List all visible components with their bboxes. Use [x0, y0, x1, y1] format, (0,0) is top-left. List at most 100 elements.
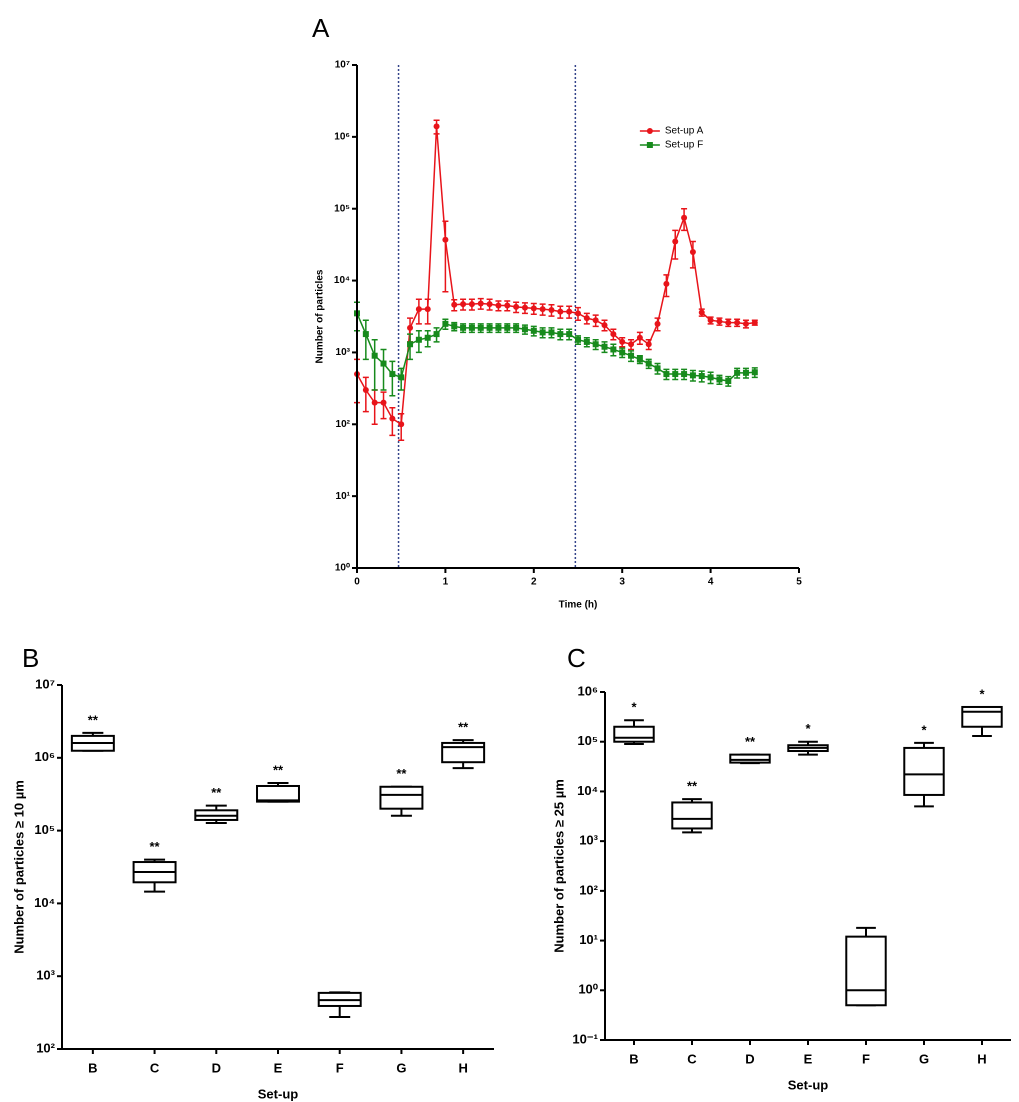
x-tick-label: E — [274, 1060, 283, 1075]
x-tick-label: F — [336, 1060, 344, 1075]
data-point — [742, 369, 749, 376]
data-point — [398, 421, 405, 428]
x-tick-label: C — [150, 1060, 160, 1075]
data-point — [433, 331, 440, 338]
data-point — [513, 303, 520, 310]
y-tick-label: 10⁶ — [578, 683, 598, 698]
data-point — [362, 331, 369, 338]
data-point — [610, 331, 617, 338]
x-tick-label: 4 — [708, 577, 714, 588]
data-point — [689, 248, 696, 255]
x-tick-label: E — [804, 1051, 813, 1066]
significance-label: * — [979, 686, 985, 701]
data-point — [734, 369, 741, 376]
data-point — [619, 349, 626, 356]
x-tick-label: B — [88, 1060, 97, 1075]
box — [379, 785, 424, 810]
significance-label: * — [631, 700, 637, 715]
data-point — [433, 123, 440, 130]
data-point — [575, 310, 581, 317]
data-point — [442, 236, 449, 243]
significance-label: ** — [88, 712, 99, 727]
data-point — [645, 341, 652, 348]
y-tick-label: 10⁵ — [34, 822, 55, 837]
x-axis-label: Set-up — [258, 1086, 299, 1101]
box — [961, 705, 1003, 728]
y-axis-label: Number of particles ≥ 25 µm — [551, 779, 566, 953]
x-tick-label: H — [977, 1051, 986, 1066]
series-line — [356, 313, 755, 382]
data-point — [601, 322, 608, 329]
significance-label: ** — [396, 766, 407, 781]
y-tick-label: 10⁵ — [577, 733, 598, 748]
data-point — [389, 371, 396, 378]
y-tick-label: 10¹ — [336, 491, 351, 502]
significance-label: ** — [211, 785, 222, 800]
error-bar — [389, 360, 396, 397]
data-point — [495, 324, 502, 331]
series-line — [356, 126, 755, 426]
y-tick-label: 10² — [579, 882, 598, 897]
y-tick-label: 10⁰ — [578, 982, 598, 997]
y-axis-label: Number of particles — [315, 269, 326, 363]
x-tick-label: F — [862, 1051, 870, 1066]
data-point — [424, 306, 431, 313]
x-tick-label: D — [745, 1051, 754, 1066]
data-point — [415, 306, 422, 313]
data-point — [601, 343, 608, 350]
data-point — [407, 341, 414, 348]
significance-label: ** — [458, 720, 469, 735]
error-bar — [371, 389, 378, 426]
data-point — [548, 329, 555, 336]
data-point — [610, 346, 617, 353]
data-point — [663, 371, 670, 378]
data-point — [530, 327, 537, 334]
box — [845, 935, 887, 1007]
data-point — [371, 352, 378, 359]
data-point — [698, 372, 705, 379]
legend-label: Set-up F — [665, 140, 703, 151]
y-tick-label: 10⁻¹ — [572, 1031, 598, 1046]
box — [903, 746, 945, 796]
data-point — [742, 320, 749, 327]
data-point — [521, 326, 528, 333]
data-point — [751, 319, 758, 326]
data-point — [539, 306, 546, 313]
data-point — [645, 360, 652, 367]
data-point — [362, 387, 369, 394]
data-point — [398, 374, 405, 381]
y-tick-label: 10¹ — [579, 932, 598, 947]
y-tick-label: 10⁴ — [34, 895, 55, 910]
data-point — [654, 365, 661, 372]
box — [613, 725, 655, 743]
x-tick-label: 0 — [354, 577, 360, 588]
data-point — [707, 317, 714, 324]
y-tick-label: 10⁷ — [335, 60, 350, 71]
data-point — [663, 280, 670, 287]
data-point — [716, 376, 723, 383]
significance-label: * — [921, 722, 927, 737]
legend-marker — [646, 128, 653, 134]
y-tick-label: 10⁴ — [577, 783, 598, 798]
y-tick-label: 10⁰ — [335, 563, 350, 574]
data-point — [557, 308, 564, 315]
data-point — [575, 336, 581, 343]
data-point — [407, 324, 414, 331]
data-point — [451, 301, 458, 308]
y-tick-label: 10³ — [579, 833, 598, 848]
box — [671, 801, 713, 830]
data-point — [539, 329, 546, 336]
data-point — [477, 324, 484, 331]
data-point — [628, 341, 635, 348]
data-point — [698, 309, 705, 316]
data-point — [672, 371, 679, 378]
data-point — [460, 324, 467, 331]
y-tick-label: 10³ — [36, 968, 55, 983]
data-point — [681, 214, 688, 221]
data-point — [380, 360, 387, 367]
significance-label: ** — [745, 734, 756, 749]
data-point — [592, 341, 599, 348]
significance-label: ** — [150, 839, 161, 854]
significance-label: * — [805, 721, 811, 736]
